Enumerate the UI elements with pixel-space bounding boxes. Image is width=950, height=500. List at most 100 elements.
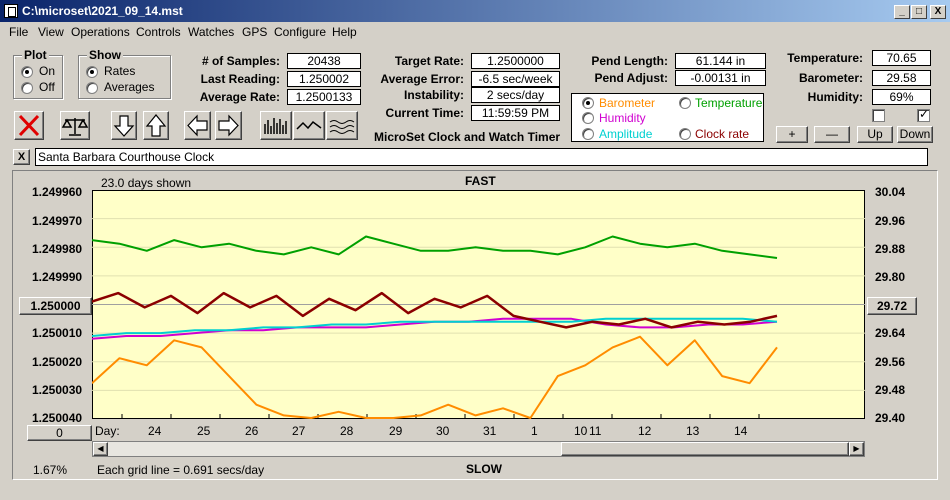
- plot-on-label: On: [39, 64, 56, 78]
- day-label: 13: [686, 424, 700, 438]
- menu-view[interactable]: View: [38, 25, 64, 39]
- day-label: 24: [148, 424, 162, 438]
- menu-configure[interactable]: Configure: [274, 25, 327, 39]
- plot-group: Plot On Off: [13, 48, 63, 99]
- zero-button[interactable]: 0: [27, 425, 92, 441]
- temperature-field: 70.65: [872, 50, 931, 66]
- sensor-barometer-radio[interactable]: [582, 97, 594, 109]
- env-plus-button[interactable]: +: [776, 126, 808, 143]
- barometer-label: Barometer:: [798, 71, 863, 85]
- target-rate-field[interactable]: 1.2500000: [471, 53, 560, 69]
- env-minus-button[interactable]: —: [814, 126, 850, 143]
- menu-operations[interactable]: Operations: [71, 25, 130, 39]
- plot-area: [92, 190, 865, 419]
- right-tick-label: 29.80: [875, 270, 906, 284]
- right-tick-label: 29.96: [875, 214, 906, 228]
- humidity-field: 69%: [872, 89, 931, 105]
- day-label: 28: [340, 424, 354, 438]
- show-rates-radio[interactable]: [86, 66, 98, 78]
- wave-graph-button[interactable]: [326, 111, 358, 140]
- right-tick-label: 29.64: [875, 326, 906, 340]
- average-error-label: Average Error:: [380, 72, 464, 86]
- scroll-thumb[interactable]: [561, 442, 849, 456]
- plot-on-radio[interactable]: [21, 66, 33, 78]
- last-reading-field: 1.250002: [287, 71, 361, 87]
- instability-label: Instability:: [403, 88, 464, 102]
- left-tick-label: 1.250010: [32, 326, 83, 340]
- right-arrow-icon: [218, 114, 239, 137]
- env-up-button[interactable]: Up: [857, 126, 893, 143]
- day-label: 27: [292, 424, 306, 438]
- day-label: 26: [245, 424, 259, 438]
- up-arrow-button[interactable]: [143, 111, 169, 140]
- humidity-label: Humidity:: [807, 90, 863, 104]
- scroll-right-button[interactable]: ▶: [849, 442, 864, 456]
- sensor-selector: Barometer Temperature Humidity Amplitude…: [571, 93, 764, 142]
- window-title: C:\microset\2021_09_14.mst: [22, 4, 183, 18]
- line-graph-button[interactable]: [293, 111, 325, 140]
- right-tick-label: 29.40: [875, 411, 906, 425]
- close-window-button[interactable]: X: [930, 5, 946, 19]
- title-bar: C:\microset\2021_09_14.mst _ □ X: [0, 0, 950, 22]
- down-arrow-button[interactable]: [111, 111, 137, 140]
- left-axis-center-button[interactable]: 1.250000: [19, 297, 92, 315]
- average-rate-label: Average Rate:: [199, 90, 280, 104]
- left-tick-label: 1.250030: [32, 383, 83, 397]
- left-arrow-button[interactable]: [184, 111, 211, 140]
- left-tick-label: 1.249960: [32, 185, 83, 199]
- clock-name-field[interactable]: Santa Barbara Courthouse Clock: [35, 148, 928, 166]
- sensor-clock-rate-radio[interactable]: [679, 128, 691, 140]
- down-arrow-icon: [113, 115, 135, 137]
- minimize-button[interactable]: _: [894, 5, 910, 19]
- env-down-button[interactable]: Down: [897, 126, 933, 143]
- right-axis-center-button[interactable]: 29.72: [867, 297, 917, 315]
- left-tick-label: 1.250020: [32, 355, 83, 369]
- sensor-amplitude-radio[interactable]: [582, 128, 594, 140]
- show-averages-radio[interactable]: [86, 82, 98, 94]
- env-checkbox-2[interactable]: [917, 107, 930, 122]
- average-rate-field: 1.2500133: [287, 89, 361, 105]
- sensor-temperature-radio[interactable]: [679, 97, 691, 109]
- line-graph-icon: [296, 120, 322, 130]
- balance-scale-icon: [61, 118, 89, 136]
- histogram-icon: [264, 118, 287, 134]
- menu-watches[interactable]: Watches: [188, 25, 235, 39]
- stop-button[interactable]: [14, 111, 44, 140]
- maximize-button[interactable]: □: [911, 5, 927, 19]
- calibrate-button[interactable]: [60, 111, 90, 140]
- graph-panel: [12, 170, 938, 480]
- clock-rate-series-line: [92, 291, 778, 329]
- barometer-field: 29.58: [872, 70, 931, 86]
- show-group: Show Rates Averages: [78, 48, 171, 99]
- average-error-field: -6.5 sec/week: [471, 71, 560, 87]
- right-arrow-button[interactable]: [215, 111, 242, 140]
- left-tick-label: 1.249990: [32, 270, 83, 284]
- pend-length-field: 61.144 in: [675, 53, 766, 69]
- menu-gps[interactable]: GPS: [242, 25, 268, 39]
- env-checkbox-1[interactable]: [872, 109, 885, 122]
- percent-label: 1.67%: [33, 463, 68, 477]
- menu-help[interactable]: Help: [332, 25, 357, 39]
- histogram-button[interactable]: [260, 111, 292, 140]
- app-caption: MicroSet Clock and Watch Timer: [374, 130, 561, 144]
- sensor-humidity-radio[interactable]: [582, 112, 594, 124]
- day-label: 1: [531, 424, 538, 438]
- last-reading-label: Last Reading:: [200, 72, 280, 86]
- day-label: 29: [389, 424, 403, 438]
- menu-file[interactable]: File: [9, 25, 29, 39]
- left-tick-label: 1.250040: [32, 411, 83, 425]
- day-label: 11: [589, 424, 602, 438]
- clear-clock-name-button[interactable]: X: [13, 149, 30, 165]
- grid-note-label: Each grid line = 0.691 secs/day: [97, 463, 265, 477]
- scroll-left-button[interactable]: ◀: [93, 442, 108, 456]
- amplitude-series-line: [92, 317, 778, 337]
- current-time-field: 11:59:59 PM: [471, 105, 560, 121]
- day-label: 30: [436, 424, 450, 438]
- pend-adjust-field: -0.00131 in: [675, 70, 766, 86]
- plot-off-radio[interactable]: [21, 82, 33, 94]
- days-shown-label: 23.0 days shown: [101, 176, 192, 190]
- horizontal-scrollbar[interactable]: ◀ ▶: [92, 441, 865, 457]
- temperature-label: Temperature:: [787, 51, 863, 65]
- wave-graph-icon: [329, 120, 355, 134]
- menu-controls[interactable]: Controls: [136, 25, 181, 39]
